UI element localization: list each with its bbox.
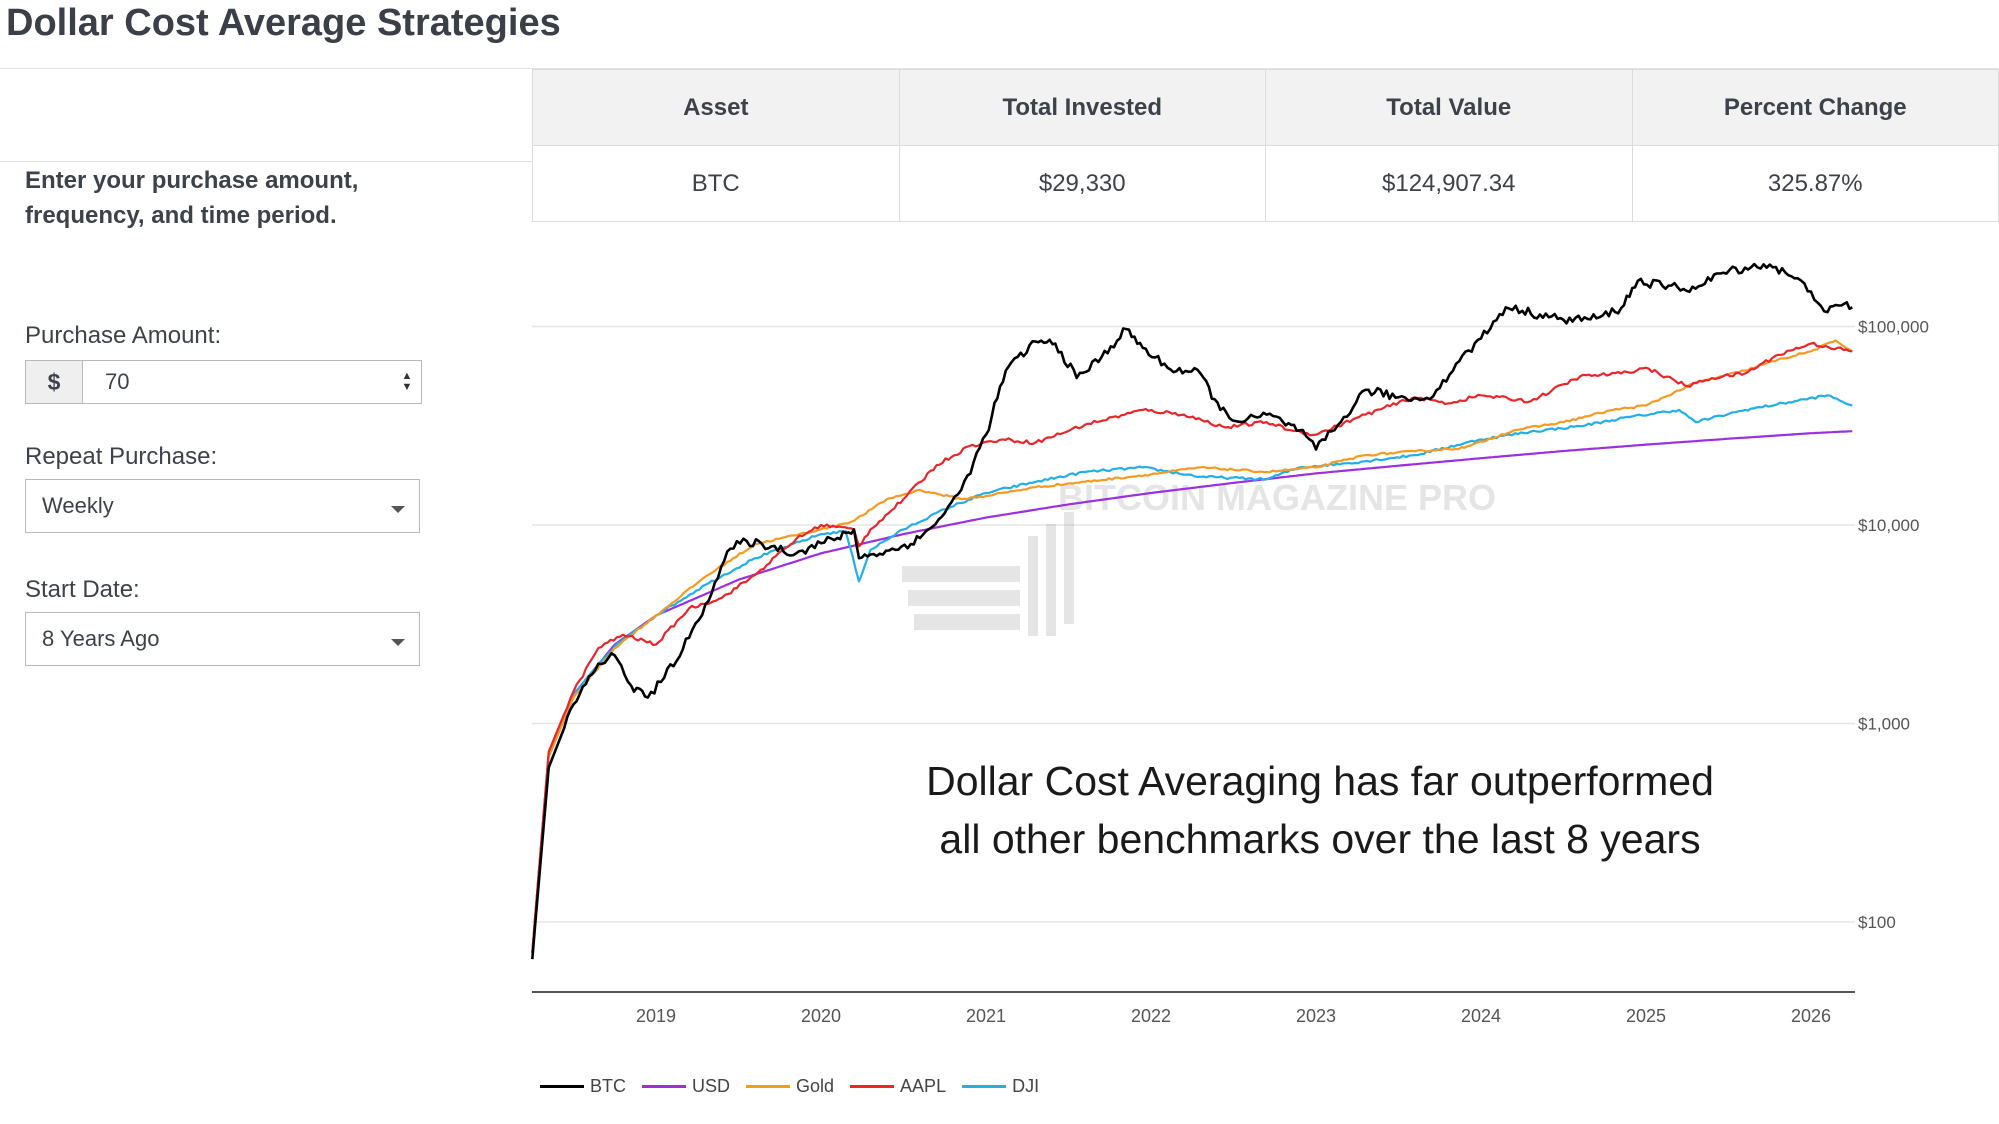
start-date-label: Start Date: (25, 576, 140, 603)
start-date-value: 8 Years Ago (42, 626, 160, 651)
caret-down-icon (391, 505, 405, 513)
currency-prefix: $ (26, 361, 83, 403)
chart-annotation: Dollar Cost Averaging has far outperform… (830, 752, 1810, 868)
legend-swatch (850, 1085, 895, 1088)
gridlines (532, 325, 1855, 923)
form-instructions: Enter your purchase amount, frequency, a… (25, 167, 359, 229)
header-asset: Asset (532, 69, 900, 146)
title-divider (0, 68, 1999, 69)
start-date-select[interactable]: 8 Years Ago (25, 612, 420, 666)
legend-swatch (540, 1085, 584, 1088)
chart-legend: BTC USD Gold AAPL DJI (540, 1076, 1055, 1097)
legend-item-dji[interactable]: DJI (962, 1076, 1039, 1097)
repeat-purchase-select[interactable]: Weekly (25, 479, 420, 533)
x-tick-label: 2021 (966, 1006, 1006, 1026)
legend-item-gold[interactable]: Gold (746, 1076, 834, 1097)
axes: $100 $1,000 $10,000 $100,000 2019 2020 2021 202… (532, 318, 1929, 1026)
cell-total-value: $124,907.34 (1265, 145, 1633, 222)
purchase-amount-input[interactable] (83, 361, 393, 403)
table-row: BTC $29,330 $124,907.34 325.87% (532, 145, 1999, 222)
legend-label: USD (692, 1076, 731, 1096)
x-tick-label: 2023 (1296, 1006, 1336, 1026)
series-line-btc (531, 262, 1853, 960)
chevron-up-icon[interactable]: ▲ (401, 370, 413, 382)
y-tick-label: $100,000 (1858, 318, 1929, 337)
series-lines (531, 262, 1853, 960)
amount-spinner[interactable]: ▲ ▼ (393, 361, 421, 403)
legend-label: AAPL (900, 1076, 947, 1096)
x-tick-label: 2019 (636, 1006, 676, 1026)
legend-item-usd[interactable]: USD (642, 1076, 730, 1097)
chevron-down-icon[interactable]: ▼ (401, 381, 413, 393)
cell-percent-change: 325.87% (1631, 145, 1999, 222)
header-total-invested: Total Invested (898, 69, 1266, 146)
series-line-dji (531, 394, 1853, 953)
repeat-purchase-label: Repeat Purchase: (25, 443, 218, 470)
input-panel (0, 69, 532, 769)
legend-item-aapl[interactable]: AAPL (850, 1076, 946, 1097)
legend-swatch (642, 1085, 686, 1088)
page-title: Dollar Cost Average Strategies (6, 2, 561, 44)
legend-swatch (746, 1085, 791, 1088)
watermark-text: BITCOIN MAGAZINE PRO (1058, 477, 1496, 518)
x-tick-label: 2024 (1461, 1006, 1501, 1026)
cell-total-invested: $29,330 (898, 145, 1266, 222)
bitcoin-magazine-logo-icon (902, 512, 1074, 636)
legend-label: BTC (590, 1076, 626, 1096)
annotation-line-2: all other benchmarks over the last 8 yea… (939, 816, 1701, 862)
legend-label: DJI (1012, 1076, 1040, 1096)
legend-swatch (962, 1085, 1007, 1088)
panel-divider (0, 161, 532, 162)
annotation-line-1: Dollar Cost Averaging has far outperform… (926, 758, 1714, 804)
legend-label: Gold (796, 1076, 835, 1096)
table-header-row: Asset Total Invested Total Value Percent… (532, 69, 1999, 146)
y-tick-label: $1,000 (1858, 715, 1910, 734)
watermark: BITCOIN MAGAZINE PRO (902, 477, 1496, 636)
repeat-purchase-value: Weekly (42, 493, 114, 518)
x-tick-label: 2025 (1626, 1006, 1666, 1026)
y-tick-label: $100 (1858, 913, 1896, 932)
series-line-aapl (531, 341, 1853, 953)
cell-asset: BTC (532, 145, 900, 222)
y-tick-label: $10,000 (1858, 516, 1919, 535)
purchase-amount-label: Purchase Amount: (25, 322, 222, 349)
header-total-value: Total Value (1265, 69, 1633, 146)
x-tick-label: 2026 (1791, 1006, 1831, 1026)
purchase-amount-field: $ ▲ ▼ (25, 360, 422, 404)
results-table: Asset Total Invested Total Value Percent… (532, 69, 1999, 222)
caret-down-icon (391, 638, 405, 646)
legend-item-btc[interactable]: BTC (540, 1076, 626, 1097)
x-tick-label: 2020 (801, 1006, 841, 1026)
x-tick-label: 2022 (1131, 1006, 1171, 1026)
header-percent-change: Percent Change (1631, 69, 1999, 146)
